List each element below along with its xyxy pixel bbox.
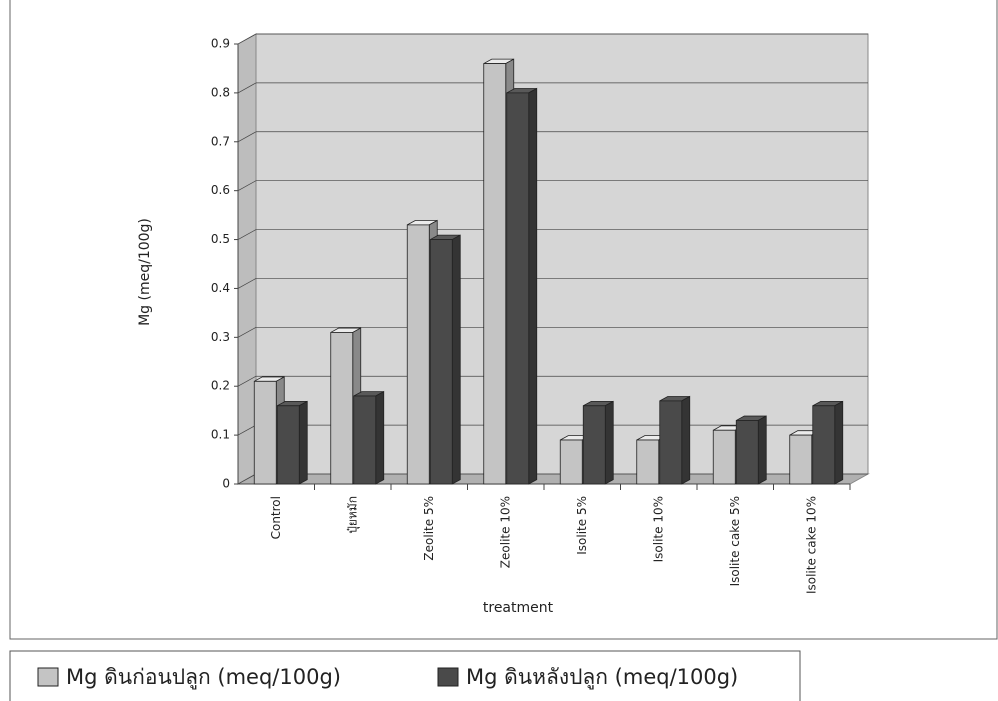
- bar-side: [375, 390, 385, 485]
- legend-swatch: [37, 667, 59, 687]
- bar-front: [789, 434, 813, 485]
- bar: [276, 400, 308, 485]
- bar-side: [757, 415, 767, 485]
- x-axis-label: treatment: [483, 600, 554, 616]
- legend-label: Mg ดินหลังปลูก (meq/100g): [466, 665, 738, 690]
- grid-line-side: [237, 180, 257, 191]
- x-tick-label: Isolite 5%: [575, 496, 589, 555]
- bar-front: [330, 332, 354, 485]
- bar-front: [506, 92, 530, 485]
- bar-front: [353, 395, 377, 485]
- side-wall: [237, 33, 257, 485]
- bar-side: [834, 400, 844, 485]
- y-tick-label: 0.5: [211, 232, 230, 246]
- y-tick-label: 0.8: [211, 85, 230, 99]
- x-tick-label: Isolite 10%: [651, 496, 665, 562]
- grid-line-side: [237, 82, 257, 94]
- y-tick-label: 0.2: [211, 379, 230, 393]
- bar: [429, 234, 461, 485]
- bar-front: [659, 400, 683, 485]
- legend-swatch: [437, 667, 459, 687]
- bar-front: [406, 224, 430, 485]
- bar-side: [298, 400, 308, 485]
- bar: [812, 400, 844, 485]
- bar-front: [636, 439, 660, 485]
- bar-front: [582, 405, 606, 485]
- bar-front: [483, 63, 507, 485]
- legend-box: [9, 650, 801, 701]
- bar-side: [681, 395, 691, 485]
- y-tick-label: 0.9: [211, 37, 230, 51]
- grid-line-side: [237, 278, 257, 289]
- bar: [735, 415, 767, 485]
- bar-front: [812, 405, 836, 485]
- grid-line-side: [237, 424, 257, 436]
- bar: [659, 395, 691, 485]
- bar-front: [276, 405, 300, 485]
- grid-line-side: [237, 33, 257, 45]
- grid-line-side: [237, 327, 257, 338]
- x-tick-label: Control: [269, 496, 283, 539]
- bar: [506, 87, 538, 485]
- grid-line-side: [237, 375, 257, 387]
- x-tick-label: Zeolite 10%: [498, 496, 512, 568]
- bar-side: [528, 87, 538, 485]
- bar-front: [253, 380, 277, 485]
- y-tick-label: 0.4: [211, 281, 230, 295]
- bar-front: [559, 439, 583, 485]
- legend-label: Mg ดินก่อนปลูก (meq/100g): [66, 665, 341, 690]
- bar-front: [712, 429, 736, 485]
- bar-side: [604, 400, 614, 485]
- y-tick-label: 0.1: [211, 428, 230, 442]
- bar-side: [451, 234, 461, 485]
- y-axis-label: Mg (meq/100g): [137, 218, 153, 326]
- y-tick-label: 0: [222, 477, 230, 491]
- grid-line-side: [237, 229, 257, 240]
- bar: [582, 400, 614, 485]
- bar-front: [735, 420, 759, 485]
- bar: [353, 390, 385, 485]
- y-tick-label: 0.6: [211, 183, 230, 197]
- grid-line-side: [237, 131, 257, 143]
- y-tick-label: 0.7: [211, 134, 230, 148]
- grid-line-side: [237, 473, 257, 485]
- x-tick-label: Isolite cake 10%: [804, 496, 818, 594]
- x-tick-label: ปุ๋ยหมัก: [345, 496, 360, 534]
- y-tick-label: 0.3: [211, 330, 230, 344]
- x-tick-label: Zeolite 5%: [422, 496, 436, 561]
- x-tick-label: Isolite cake 5%: [728, 496, 742, 586]
- bar-front: [429, 239, 453, 485]
